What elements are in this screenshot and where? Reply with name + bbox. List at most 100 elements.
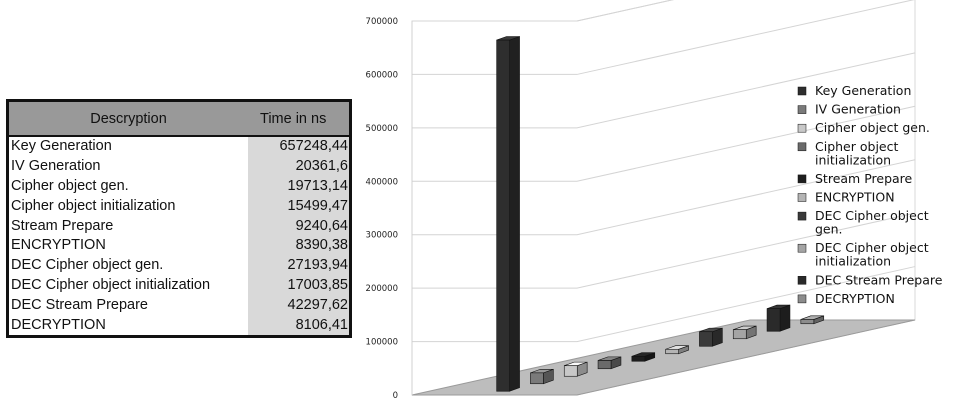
row-label: Key Generation <box>11 138 112 155</box>
column-header-description: Descryption <box>7 100 248 137</box>
row-label: Stream Prepare <box>11 217 114 234</box>
bar-front <box>597 360 612 370</box>
bar-5 <box>665 345 689 355</box>
gridline <box>412 266 916 343</box>
table-row: Key Generation 657248,44 <box>8 136 351 157</box>
y-tick-label: 200000 <box>366 284 398 294</box>
row-value: 9240,64 <box>248 216 351 236</box>
legend-swatch <box>797 243 807 253</box>
table-row: IV Generation 20361,6 <box>8 156 351 177</box>
row-value: 657248,44 <box>248 136 351 157</box>
legend-label: DEC Stream Prepare <box>815 272 943 287</box>
row-label: Cipher object gen. <box>11 177 129 194</box>
bar-2 <box>563 361 588 377</box>
bar-front <box>530 372 544 385</box>
bar-6 <box>699 327 723 347</box>
y-tick-label: 400000 <box>366 177 398 187</box>
table-row: Stream Prepare 9240,64 <box>8 216 351 236</box>
chart-floor-plane <box>411 319 916 396</box>
bar-front <box>800 319 815 325</box>
gridline <box>412 159 916 236</box>
y-tick-label: 600000 <box>366 70 398 80</box>
legend-label: Cipher object <box>815 139 898 154</box>
row-label: DEC Stream Prepare <box>11 296 148 313</box>
legend-swatch <box>797 276 807 285</box>
y-tick-label: 700000 <box>366 17 398 27</box>
table-row: Cipher object gen. 19713,14 <box>8 176 351 197</box>
legend-swatch <box>797 294 807 304</box>
row-value: 15499,47 <box>248 196 351 217</box>
row-value: 19713,14 <box>248 176 351 197</box>
bar-front <box>631 356 646 362</box>
row-label: DEC Cipher object initialization <box>11 276 211 293</box>
legend-item: DEC Stream Prepare <box>797 272 943 287</box>
row-label: DEC Cipher object gen. <box>11 257 164 274</box>
table-header-row: Descryption Time in ns <box>7 100 351 137</box>
table-row: DEC Cipher object initialization 17003,85 <box>8 275 351 296</box>
y-tick-label: 100000 <box>366 338 398 348</box>
gridline <box>412 0 674 22</box>
row-label: ENCRYPTION <box>11 237 106 254</box>
bar-front <box>699 331 713 347</box>
row-value: 8106,41 <box>248 315 351 337</box>
row-value: 17003,85 <box>248 275 351 296</box>
y-tick-label: 0 <box>393 391 398 401</box>
column-header-time: Time in ns <box>248 100 351 137</box>
legend-item: Stream Prepare <box>797 171 913 186</box>
bar-9 <box>800 315 825 325</box>
bar-front <box>766 308 781 332</box>
legend-label: Key Generation <box>815 83 911 98</box>
bar-1 <box>530 368 554 385</box>
chart-legend: Key Generation IV Generation Cipher object… <box>797 83 943 306</box>
row-value: 20361,6 <box>248 156 351 177</box>
chart-floor <box>411 319 916 396</box>
legend-label: DEC Cipher object <box>815 240 929 255</box>
row-label: Cipher object initialization <box>11 197 176 214</box>
bar-front <box>732 329 747 340</box>
legend-label: initialization <box>815 254 891 269</box>
legend-swatch <box>797 174 807 184</box>
row-value: 42297,62 <box>248 295 351 316</box>
gridline <box>412 0 915 75</box>
legend-label: initialization <box>815 152 891 167</box>
legend-item: Key Generation <box>797 83 911 98</box>
legend-item: ENCRYPTION <box>797 190 895 205</box>
bar-0 <box>496 36 520 392</box>
table-row: Cipher object initialization 15499,47 <box>8 196 351 217</box>
bar-7 <box>732 325 757 340</box>
y-axis-ticks: 0 100000 200000 300000 400000 500000 600000 700… <box>366 17 398 401</box>
row-label: DECRYPTION <box>11 316 106 333</box>
legend-item: DECRYPTION <box>797 291 895 306</box>
data-table: Descryption Time in ns Key Generation 657… <box>6 99 352 338</box>
bar-front <box>496 39 510 392</box>
table-row: ENCRYPTION 8390,38 <box>8 235 351 256</box>
bar-3 <box>597 356 622 370</box>
legend-item: IV Generation <box>797 102 901 117</box>
table-row: DEC Cipher object gen. 27193,94 <box>8 255 351 276</box>
legend-swatch <box>797 123 807 133</box>
legend-swatch <box>797 211 807 221</box>
legend-label: DECRYPTION <box>815 291 895 306</box>
y-tick-label: 500000 <box>366 124 398 134</box>
table-row: DECRYPTION 8106,41 <box>8 315 351 337</box>
legend-swatch <box>797 142 807 152</box>
table-row: DEC Stream Prepare 42297,62 <box>8 295 351 316</box>
bar-side <box>509 36 520 392</box>
row-value: 8390,38 <box>248 235 351 256</box>
gridline <box>412 52 916 129</box>
row-value: 27193,94 <box>248 255 351 276</box>
legend-swatch <box>797 105 807 114</box>
legend-label: Stream Prepare <box>815 171 913 186</box>
legend-label: ENCRYPTION <box>815 190 895 205</box>
legend-swatch <box>797 86 807 96</box>
gridline <box>412 212 916 289</box>
bar-8 <box>766 304 791 332</box>
y-tick-label: 300000 <box>366 231 398 241</box>
chart-bars <box>496 36 825 392</box>
legend-item: Cipher object gen. <box>797 120 930 135</box>
bar-4 <box>631 352 656 362</box>
